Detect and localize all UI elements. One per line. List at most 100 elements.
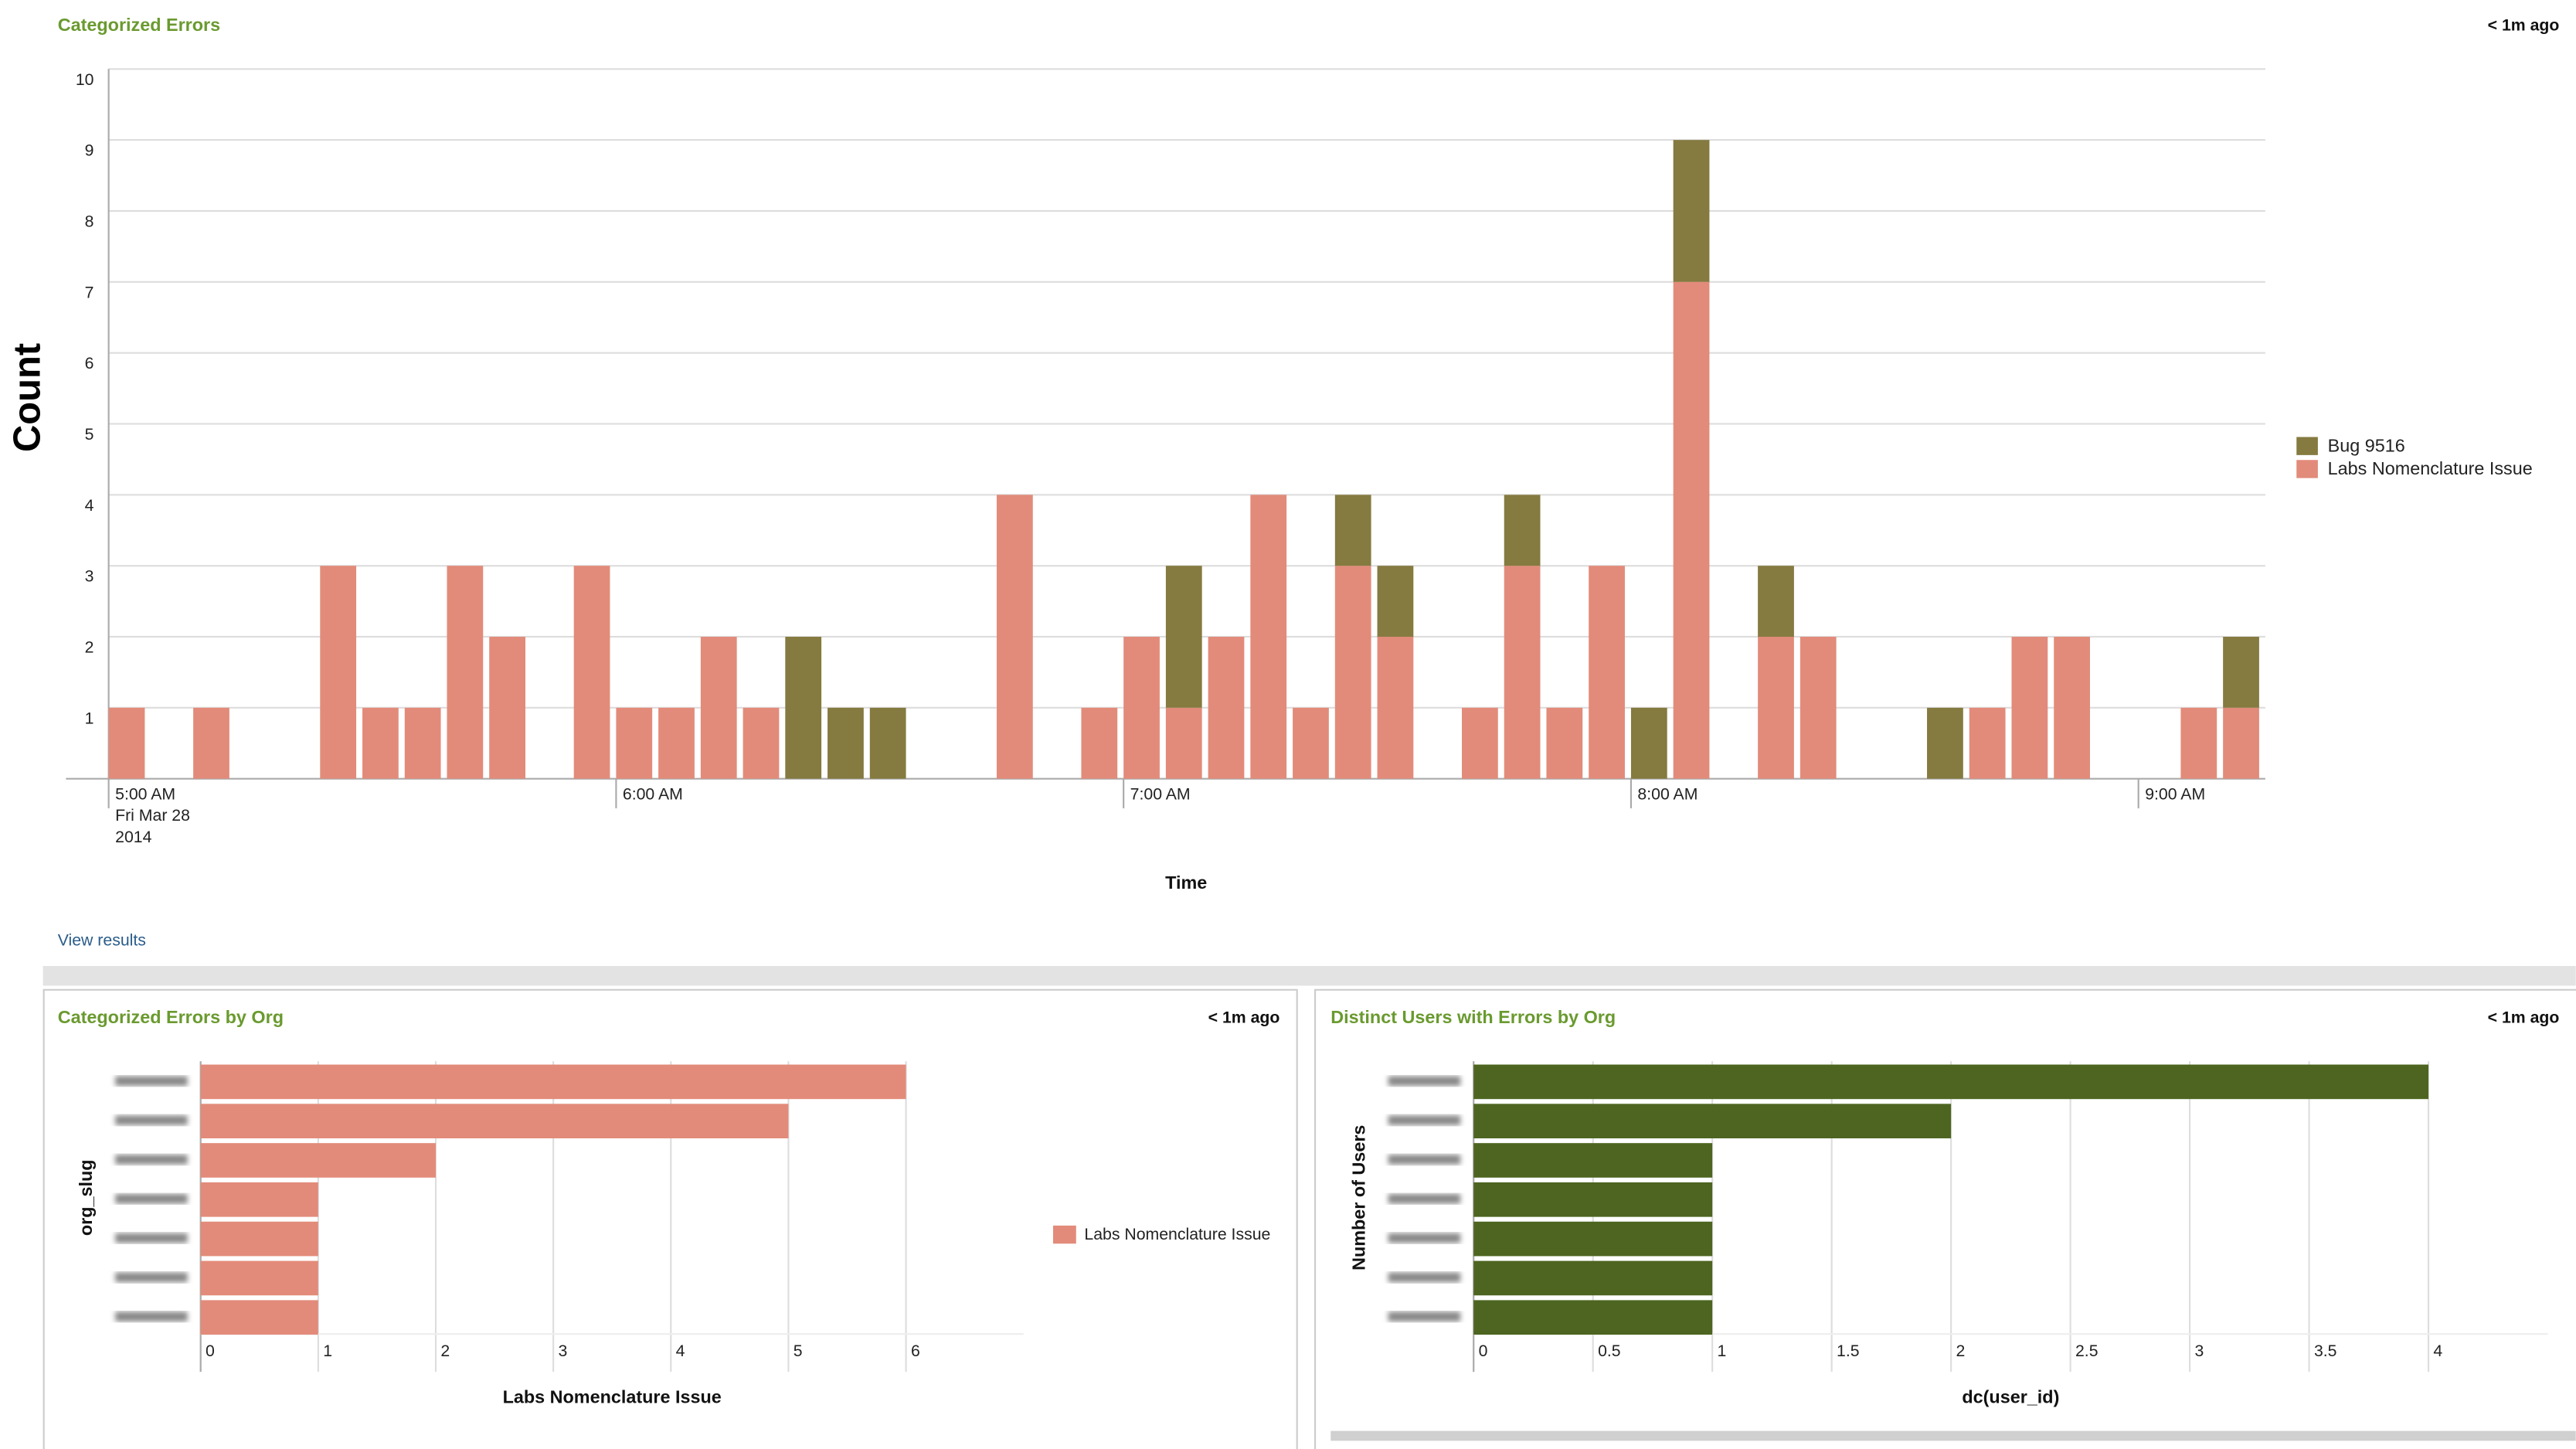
legend-label: Labs Nomenclature Issue: [2328, 458, 2533, 478]
legend-label: Labs Nomenclature Issue: [1084, 1225, 1270, 1243]
x-tick-label: 5: [794, 1342, 803, 1360]
x-tick-label: 0.5: [1598, 1342, 1621, 1360]
updated: < 1m ago: [1208, 1009, 1280, 1027]
bar-segment: [743, 707, 780, 779]
x-tick-label: 3: [559, 1342, 568, 1360]
bar-segment: [1462, 707, 1498, 779]
bar-segment: [108, 707, 145, 779]
bar-segment: [404, 707, 441, 779]
x-tick-label: 2: [1956, 1342, 1966, 1360]
bar-segment: [2223, 707, 2259, 779]
cat-label-blurred: [115, 1233, 188, 1243]
bar: [1473, 1260, 1713, 1296]
y-axis-label: org_slug: [76, 1159, 96, 1236]
chart-title: Distinct Users with Errors by Org: [1330, 1007, 1616, 1027]
bar-segment: [1334, 495, 1371, 566]
chart-title: Categorized Errors by Org: [58, 1007, 284, 1027]
bar-segment: [1673, 140, 1710, 282]
bar: [200, 1260, 318, 1296]
bar-segment: [1630, 707, 1667, 779]
bar: [200, 1104, 789, 1139]
bar: [200, 1182, 318, 1217]
x-tick-sublabel: 2014: [115, 828, 151, 846]
x-tick-label: 1: [323, 1342, 332, 1360]
cat-label-blurred: [1388, 1233, 1461, 1243]
bar: [200, 1300, 318, 1335]
bar: [1473, 1182, 1713, 1217]
bar-segment: [996, 495, 1033, 779]
bar-segment: [869, 707, 906, 779]
x-tick-label: 3: [2194, 1342, 2204, 1360]
x-tick-label: 5:00 AM: [115, 785, 175, 804]
bar-segment: [1250, 495, 1287, 779]
bar-segment: [1165, 707, 1202, 779]
bar-segment: [1293, 707, 1329, 779]
bar: [1473, 1104, 1952, 1139]
bar-segment: [1208, 636, 1245, 779]
y-tick-label: 3: [85, 567, 94, 586]
bar-segment: [1334, 566, 1371, 779]
bar-segment: [700, 636, 737, 779]
bar-segment: [362, 707, 399, 779]
panel: [1314, 988, 2576, 1449]
x-tick-label: 0: [1479, 1342, 1488, 1360]
x-tick-label: 4: [676, 1342, 685, 1360]
bar-segment: [1758, 636, 1794, 779]
x-tick-label: 1: [1718, 1342, 1727, 1360]
bar-segment: [658, 707, 695, 779]
bar-segment: [1969, 707, 2006, 779]
bar-segment: [1165, 566, 1202, 708]
separator: [42, 966, 2576, 986]
y-tick-label: 10: [76, 70, 94, 89]
cat-label-blurred: [115, 1311, 188, 1322]
bar: [1473, 1143, 1713, 1178]
y-tick-label: 7: [85, 283, 94, 301]
bar-segment: [1927, 707, 1963, 779]
y-tick-label: 6: [85, 354, 94, 372]
updated: < 1m ago: [2488, 16, 2560, 35]
cat-label-blurred: [1388, 1193, 1461, 1204]
bar-segment: [2054, 636, 2090, 779]
x-tick-label: 9:00 AM: [2145, 785, 2205, 804]
bar-segment: [1123, 636, 1160, 779]
x-tick-label: 2: [440, 1342, 450, 1360]
bar: [200, 1064, 906, 1100]
cat-label-blurred: [115, 1272, 188, 1283]
y-tick-label: 1: [85, 709, 94, 727]
y-tick-label: 4: [85, 496, 94, 515]
y-axis-label: Count: [7, 343, 49, 452]
bar: [1473, 1064, 2429, 1100]
cat-label-blurred: [115, 1193, 188, 1204]
bar-segment: [616, 707, 653, 779]
bar-segment: [2180, 707, 2217, 779]
x-tick-label: 0: [206, 1342, 215, 1360]
bar-segment: [1081, 707, 1118, 779]
bar-segment: [320, 566, 357, 779]
x-tick-label: 1.5: [1837, 1342, 1860, 1360]
x-tick-label: 8:00 AM: [1637, 785, 1698, 804]
bar: [200, 1143, 436, 1178]
bar-segment: [1377, 636, 1414, 779]
bar-segment: [2011, 636, 2048, 779]
bar-segment: [1546, 707, 1583, 779]
x-tick-label: 4: [2433, 1342, 2442, 1360]
x-axis-label: Time: [1165, 872, 1207, 893]
y-tick-label: 5: [85, 425, 94, 444]
y-tick-label: 9: [85, 141, 94, 160]
cat-label-blurred: [1388, 1155, 1461, 1165]
x-tick-sublabel: Fri Mar 28: [115, 806, 190, 825]
cat-label-blurred: [1388, 1311, 1461, 1322]
bar-segment: [1589, 566, 1625, 779]
x-tick-label: 6: [911, 1342, 920, 1360]
bar-segment: [573, 566, 610, 779]
bar-segment: [828, 707, 864, 779]
cat-label-blurred: [1388, 1115, 1461, 1125]
bar-segment: [1673, 281, 1710, 779]
view-results-link[interactable]: View results: [58, 931, 146, 950]
x-tick-label: 2.5: [2075, 1342, 2099, 1360]
scrollbar: [1330, 1430, 2576, 1441]
cat-label-blurred: [115, 1155, 188, 1165]
x-tick-label: 3.5: [2314, 1342, 2337, 1360]
chart-title: Categorized Errors: [58, 15, 220, 35]
